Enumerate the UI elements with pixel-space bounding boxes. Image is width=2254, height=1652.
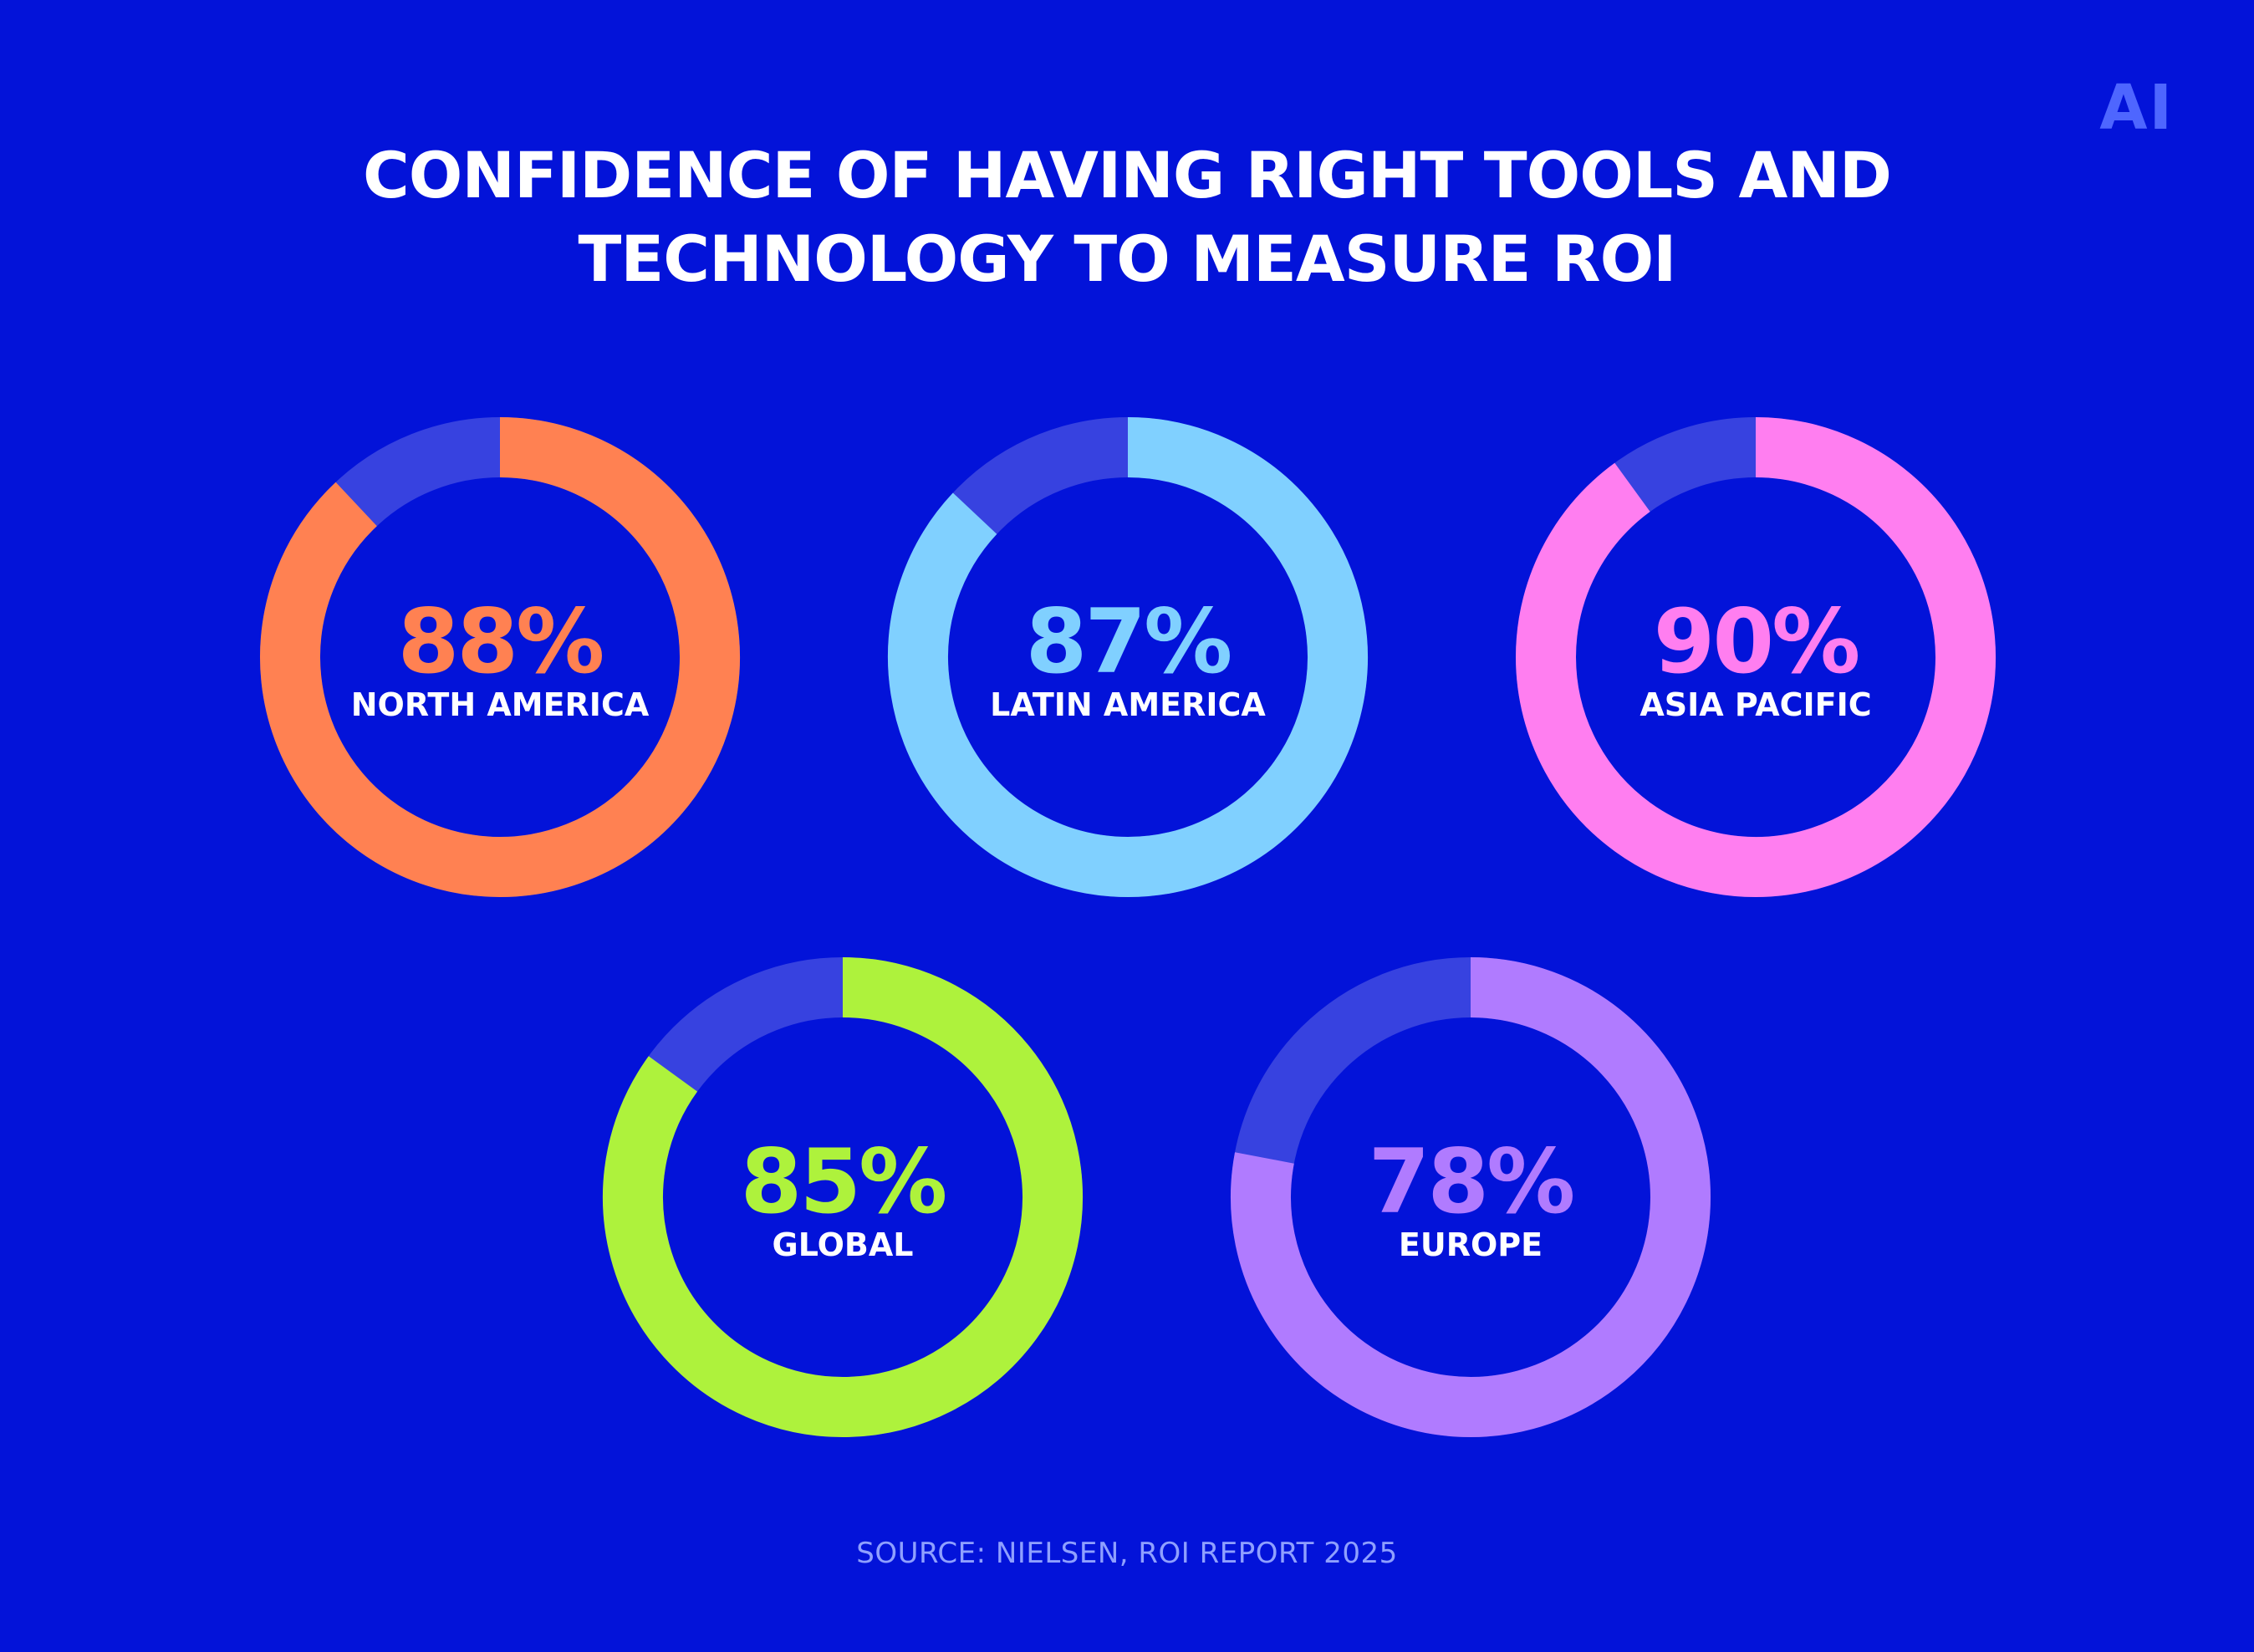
donut-latin-america: 87%LATIN AMERICA bbox=[888, 417, 1368, 897]
donut-value-label-global: 85% bbox=[741, 1130, 946, 1233]
donut-north-america: 88%NORTH AMERICA bbox=[260, 417, 740, 897]
donut-region-label-global: GLOBAL bbox=[773, 1226, 914, 1263]
donut-global: 85%GLOBAL bbox=[603, 957, 1083, 1437]
donut-region-label-europe: EUROPE bbox=[1399, 1226, 1543, 1263]
donut-arc-north-america bbox=[260, 417, 740, 897]
chart-title: CONFIDENCE OF HAVING RIGHT TOOLS AND TEC… bbox=[0, 134, 2254, 301]
donut-europe: 78%EUROPE bbox=[1231, 957, 1711, 1437]
source-note: SOURCE: NIELSEN, ROI REPORT 2025 bbox=[856, 1537, 1398, 1570]
donut-value-label-latin-america: 87% bbox=[1026, 590, 1231, 693]
donut-arc-latin-america bbox=[888, 417, 1368, 897]
donut-asia-pacific: 90%ASIA PACIFIC bbox=[1516, 417, 1996, 897]
donut-region-label-asia-pacific: ASIA PACIFIC bbox=[1640, 686, 1871, 723]
donut-value-label-north-america: 88% bbox=[398, 590, 603, 693]
donut-arc-europe bbox=[1231, 957, 1711, 1437]
donut-arc-global bbox=[603, 957, 1083, 1437]
chart-title-line-1: CONFIDENCE OF HAVING RIGHT TOOLS AND bbox=[362, 138, 1892, 212]
donut-value-label-asia-pacific: 90% bbox=[1654, 590, 1859, 693]
donut-arc-asia-pacific bbox=[1516, 417, 1996, 897]
chart-title-line-2: TECHNOLOGY TO MEASURE ROI bbox=[578, 222, 1677, 296]
donut-region-label-north-america: NORTH AMERICA bbox=[351, 686, 650, 723]
donut-region-label-latin-america: LATIN AMERICA bbox=[990, 686, 1266, 723]
ai-logo: AI bbox=[2099, 72, 2174, 144]
donut-value-label-europe: 78% bbox=[1369, 1130, 1573, 1233]
